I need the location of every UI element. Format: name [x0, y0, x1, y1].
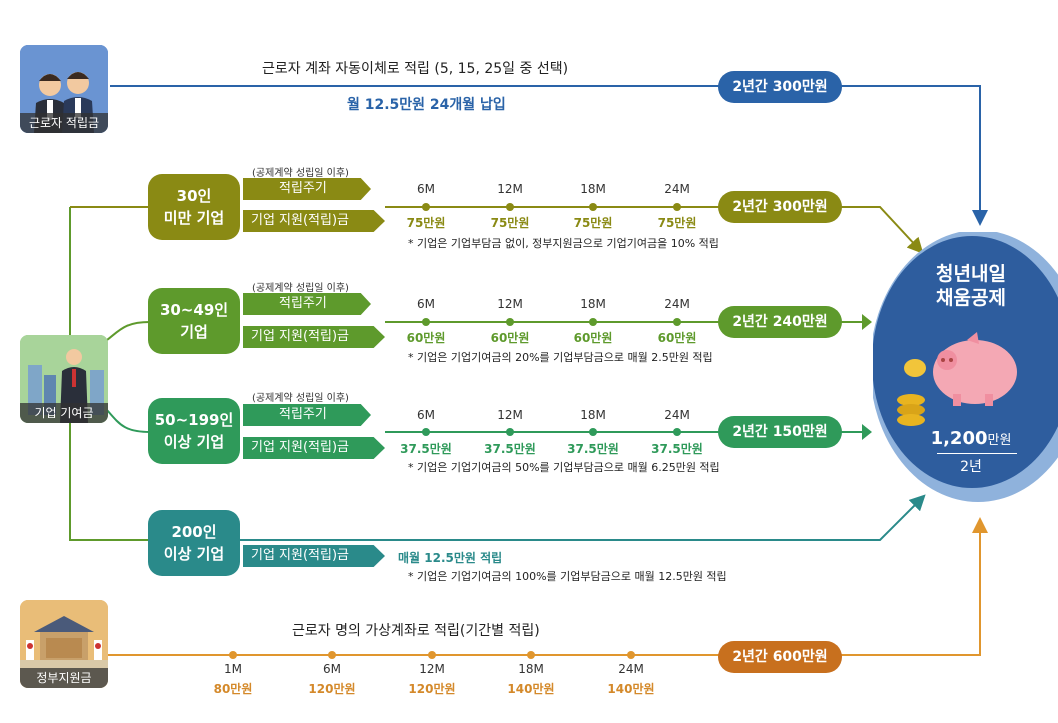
tier4-name-line2: 이상 기업: [163, 545, 225, 563]
tier3-name-line1: 50~199인: [154, 411, 234, 429]
result-circle: 청년내일 채움공제 1,200만원 2년: [873, 232, 1058, 502]
government-tick: 1M: [224, 662, 242, 676]
government-amount: 140만원: [507, 682, 555, 696]
government-tick: 6M: [323, 662, 341, 676]
tier3-tick: 12M: [497, 408, 523, 422]
worker-line: [110, 85, 988, 226]
result-divider: [937, 453, 1017, 454]
tier2-tick: 24M: [664, 297, 690, 311]
tier2-small-note: (공제계약 성립일 이후): [252, 283, 349, 294]
worker-title: 근로자 계좌 자동이체로 적립 (5, 15, 25일 중 선택): [262, 61, 569, 77]
tier3-tick: 18M: [580, 408, 606, 422]
tier1-amount: 75만원: [657, 216, 697, 230]
tier1-small-note: (공제계약 성립일 이후): [252, 168, 349, 179]
tier2-amount: 60만원: [406, 331, 446, 345]
government-title: 근로자 명의 가상계좌로 적립(기간별 적립): [292, 623, 540, 639]
tier3-tick: 24M: [664, 408, 690, 422]
tier1-note: * 기업은 기업부담금 없이, 정부지원금으로 기업기여금을 10% 적립: [408, 237, 719, 250]
tier2-name-line1: 30~49인: [159, 301, 229, 319]
tier2-note: * 기업은 기업기여금의 20%를 기업부담금으로 매월 2.5만원 적립: [408, 351, 713, 364]
tier3-note: * 기업은 기업기여금의 50%를 기업부담금으로 매월 6.25만원 적립: [408, 461, 720, 474]
government-amount: 120만원: [408, 682, 456, 696]
government-tick: 24M: [618, 662, 644, 676]
tier4-support-tag: 기업 지원(적립)금: [243, 545, 385, 567]
tier2-tick: 12M: [497, 297, 523, 311]
tier3-support-tag: 기업 지원(적립)금: [243, 437, 385, 459]
tier1-tick: 18M: [580, 182, 606, 196]
worker-icon: 근로자 적립금: [20, 45, 108, 133]
tier3-amount: 37.5만원: [400, 442, 452, 456]
tier1-cycle-tag: 적립주기: [243, 178, 371, 200]
government-icon-label: 정부지원금: [20, 668, 108, 688]
tier3-amount: 37.5만원: [567, 442, 619, 456]
tier1-amount: 75만원: [573, 216, 613, 230]
result-amount: 1,200만원: [873, 428, 1058, 449]
tier3-amount: 37.5만원: [484, 442, 536, 456]
tier2-tick: 6M: [417, 297, 435, 311]
result-title: 청년내일 채움공제: [873, 262, 1058, 310]
tier3-name-line2: 이상 기업: [163, 433, 225, 451]
government-amount: 120만원: [308, 682, 356, 696]
government-total: 2년간 600만원: [718, 641, 842, 673]
tier1-amount: 75만원: [406, 216, 446, 230]
tier1-support-tag: 기업 지원(적립)금: [243, 210, 385, 232]
company-icon-label: 기업 기여금: [20, 403, 108, 423]
tier3-tick: 6M: [417, 408, 435, 422]
result-amount-unit: 만원: [987, 433, 1012, 448]
tier4-monthly: 매월 12.5만원 적립: [398, 551, 503, 565]
tier2-cycle-tag: 적립주기: [243, 293, 371, 315]
result-amount-number: 1,200: [930, 428, 988, 449]
tier4-name-line1: 200인: [171, 523, 217, 541]
government-icon: 정부지원금: [20, 600, 108, 688]
result-title-line1: 청년내일: [936, 263, 1006, 285]
government-tick: 18M: [518, 662, 544, 676]
government-tick: 12M: [419, 662, 445, 676]
worker-subtitle: 월 12.5만원 24개월 납입: [347, 97, 506, 113]
tier2-total: 2년간 240만원: [718, 306, 842, 338]
worker-icon-label: 근로자 적립금: [20, 113, 108, 133]
government-amount: 80만원: [213, 682, 253, 696]
company-trunk: [69, 207, 150, 541]
result-title-line2: 채움공제: [936, 287, 1006, 309]
tier4-note: * 기업은 기업기여금의 100%를 기업부담금으로 매월 12.5만원 적립: [408, 570, 727, 583]
tier3-cycle-tag: 적립주기: [243, 404, 371, 426]
tier3-amount: 37.5만원: [651, 442, 703, 456]
government-amount: 140만원: [607, 682, 655, 696]
tier2-support-tag: 기업 지원(적립)금: [243, 326, 385, 348]
tier1-total: 2년간 300만원: [718, 191, 842, 223]
tier2-amount: 60만원: [573, 331, 613, 345]
tier2-name-line2: 기업: [180, 323, 208, 341]
tier2-amount: 60만원: [657, 331, 697, 345]
tier1-tick: 24M: [664, 182, 690, 196]
tier2-tick: 18M: [580, 297, 606, 311]
tier1-tick: 12M: [497, 182, 523, 196]
tier1-tick: 6M: [417, 182, 435, 196]
tier2-amount: 60만원: [490, 331, 530, 345]
worker-total: 2년간 300만원: [718, 71, 842, 103]
tier1-amount: 75만원: [490, 216, 530, 230]
tier1-name-line2: 미만 기업: [163, 209, 225, 227]
tier3-total: 2년간 150만원: [718, 416, 842, 448]
result-period: 2년: [960, 459, 982, 475]
tier3-small-note: (공제계약 성립일 이후): [252, 393, 349, 404]
company-icon: 기업 기여금: [20, 335, 108, 423]
tier1-name-line1: 30인: [176, 187, 212, 205]
